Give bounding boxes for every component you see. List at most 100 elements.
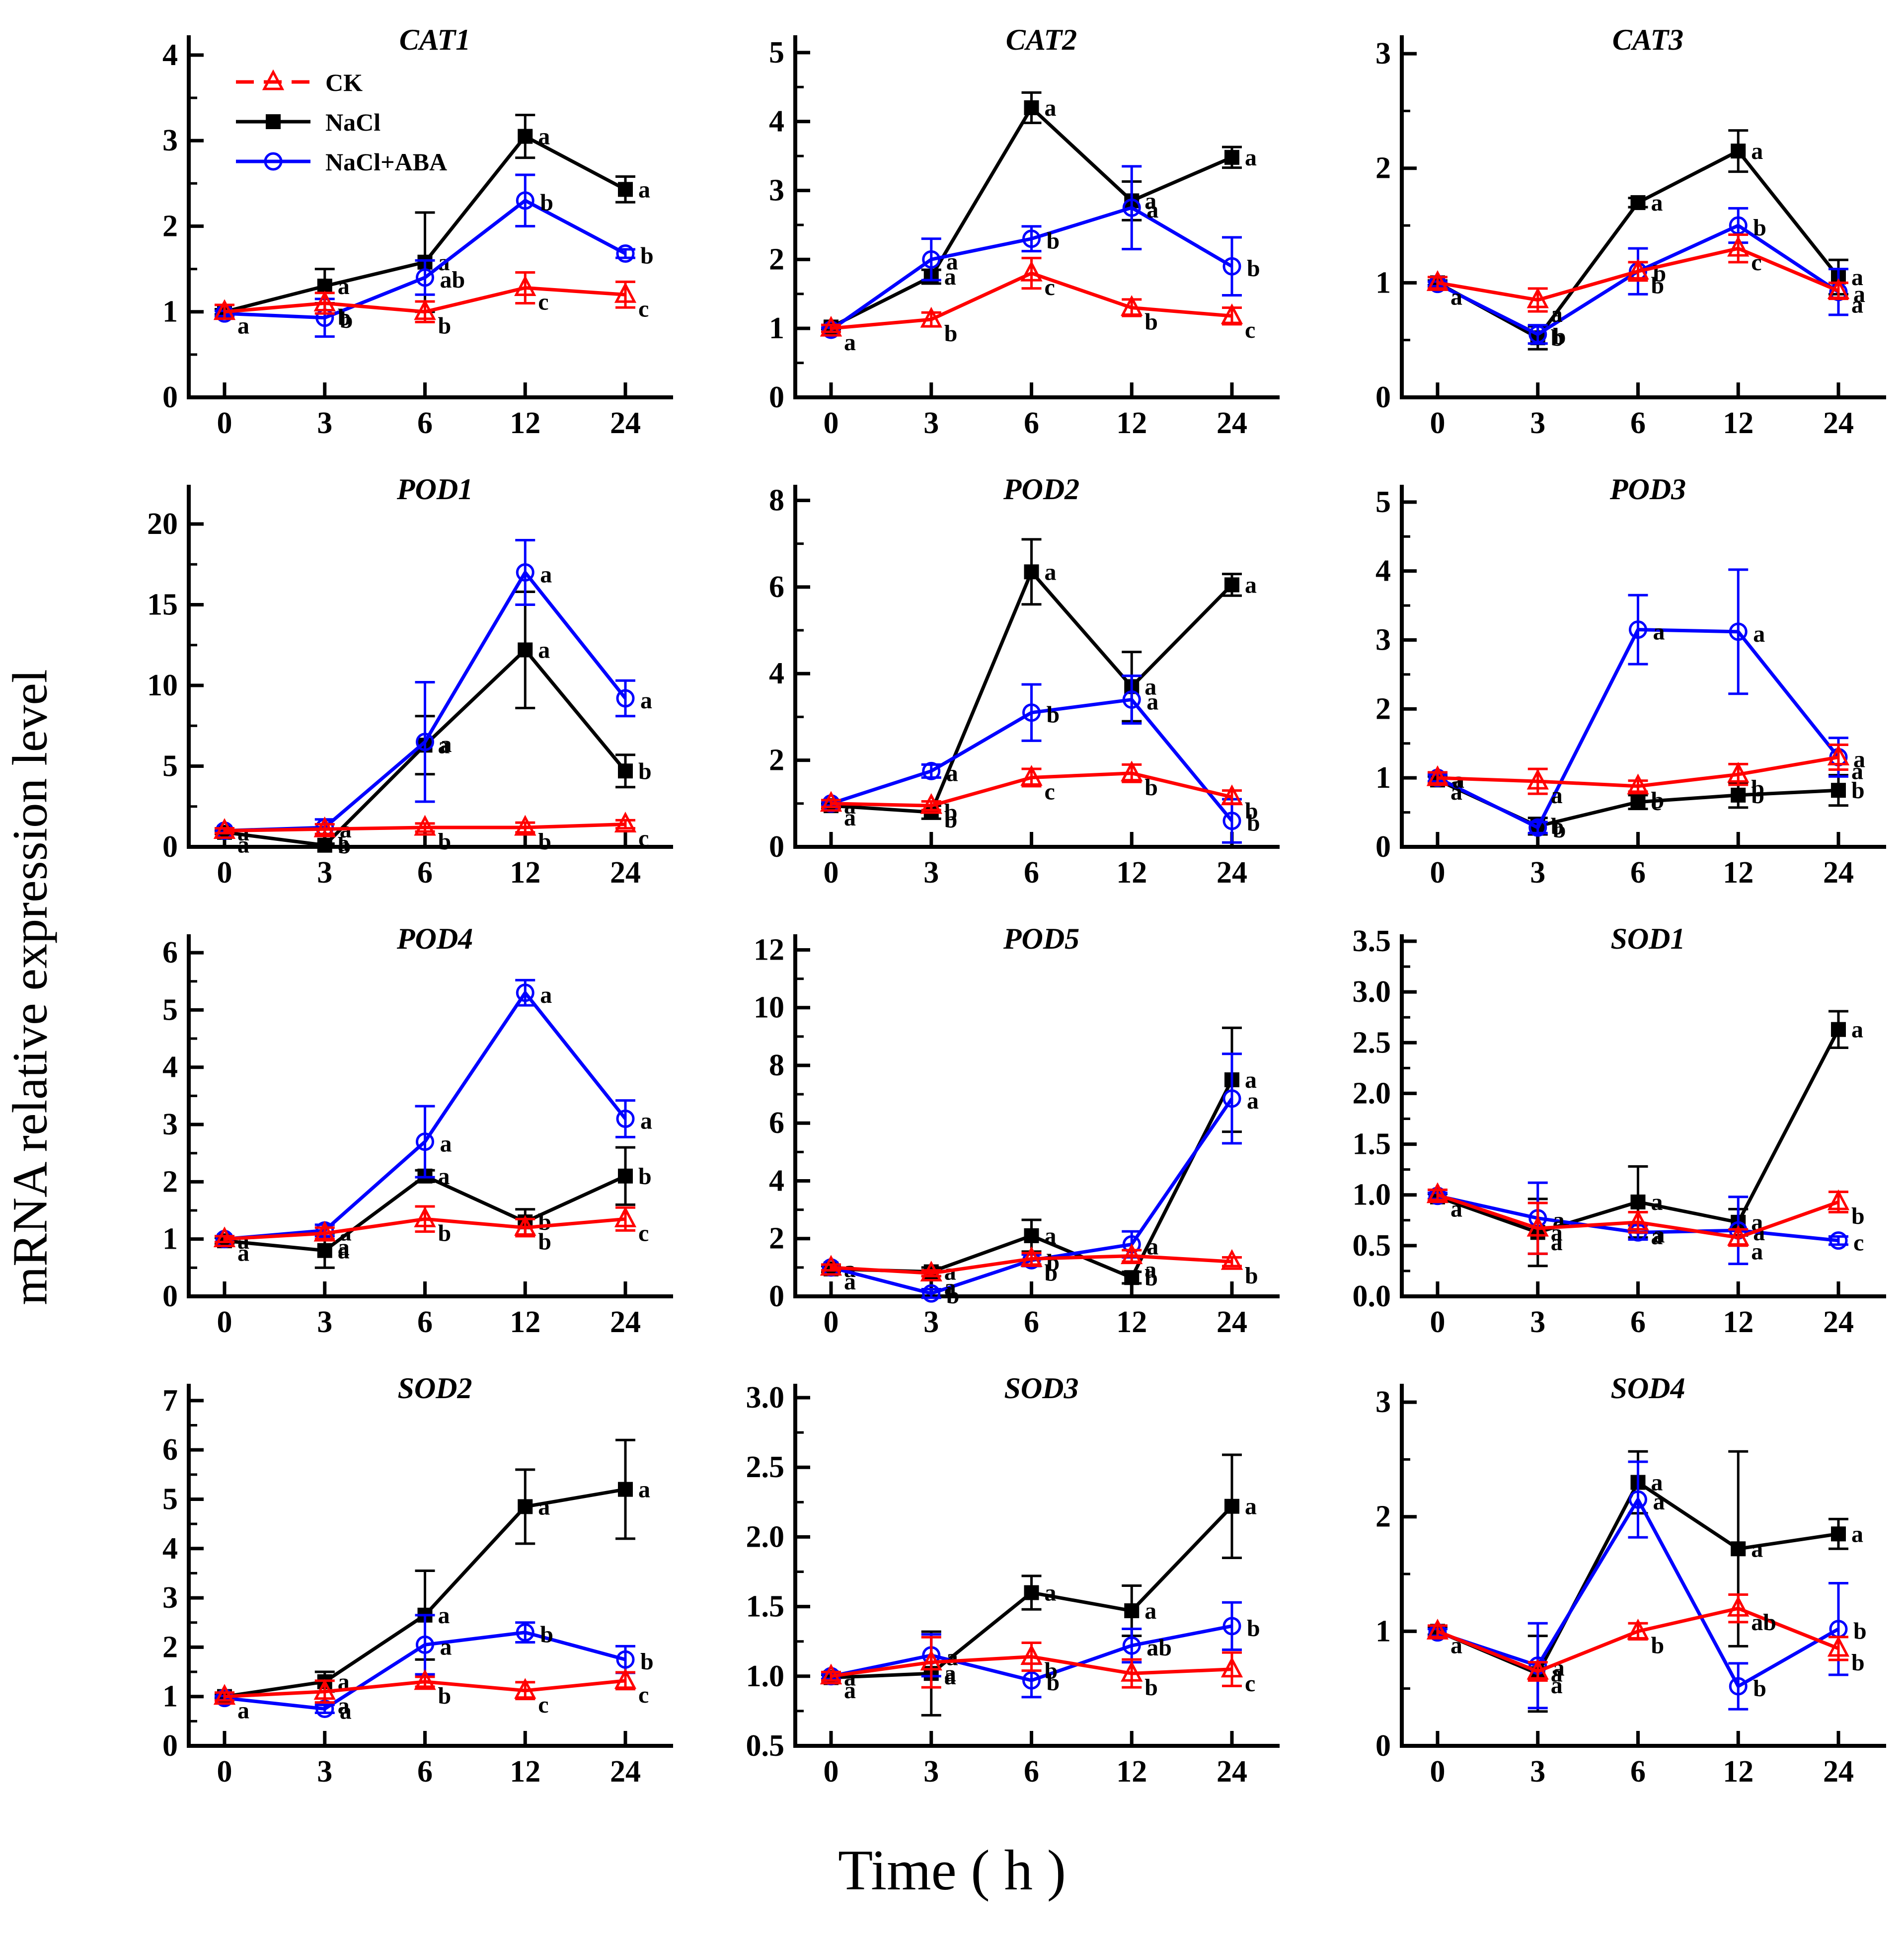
x-tick-label: 6 <box>1630 1305 1646 1339</box>
open-triangle-icon <box>1020 260 1043 282</box>
significance-letter: a <box>338 1234 350 1261</box>
y-tick-label: 2 <box>162 209 178 243</box>
series-CK: a b c b c <box>820 257 1255 356</box>
significance-letter: b <box>944 320 958 347</box>
y-tick-label: 10 <box>754 991 784 1025</box>
significance-letter: b <box>640 1648 654 1675</box>
y-tick-label: 1 <box>162 295 178 329</box>
open-triangle-icon <box>614 1668 637 1689</box>
significance-letter: a <box>1853 747 1865 773</box>
y-tick-label: 2 <box>162 1630 178 1664</box>
significance-letter: a <box>237 1698 249 1724</box>
series-NaCl: abc b b <box>1428 767 1865 839</box>
significance-letter: b <box>438 1683 452 1709</box>
open-triangle-icon <box>1627 258 1649 280</box>
x-tick-label: 12 <box>1723 1305 1753 1339</box>
open-circle-icon <box>1222 812 1241 830</box>
significance-letter: b <box>1751 782 1764 809</box>
open-triangle-icon <box>1526 768 1549 790</box>
significance-letter: c <box>538 1692 548 1718</box>
filled-square-icon <box>518 1499 533 1514</box>
significance-letter: a <box>1553 1655 1565 1681</box>
significance-letter: a <box>1551 301 1563 327</box>
open-triangle-icon <box>414 299 436 320</box>
open-circle-icon <box>1829 1231 1848 1250</box>
open-circle-icon <box>922 250 941 269</box>
significance-letter: a <box>1450 1196 1462 1222</box>
significance-letter: a <box>1851 264 1863 291</box>
open-triangle-icon <box>1020 1246 1043 1267</box>
x-tick-label: 0 <box>217 406 232 440</box>
legend-label: NaCl <box>325 108 381 136</box>
x-tick-label: 12 <box>1723 1755 1753 1789</box>
significance-letter: a <box>340 1219 352 1246</box>
y-tick-label: 2.0 <box>1353 1076 1391 1110</box>
y-tick-label: 0 <box>162 380 178 414</box>
open-triangle-icon <box>820 1255 842 1276</box>
y-tick-label: 15 <box>147 588 178 622</box>
significance-letter: a <box>1245 145 1257 171</box>
y-tick-label: 3.0 <box>746 1381 785 1415</box>
filled-square-icon <box>618 763 633 779</box>
significance-letter: c <box>1751 249 1761 276</box>
chart-title: SOD1 <box>1610 922 1685 955</box>
significance-letter: a <box>1247 1088 1259 1114</box>
significance-letter: b <box>1144 1674 1158 1701</box>
y-tick-label: 3 <box>769 173 784 207</box>
open-triangle-icon <box>313 1220 336 1242</box>
significance-letter: b <box>1651 787 1665 814</box>
x-tick-label: 12 <box>1116 1755 1147 1789</box>
open-circle-icon <box>516 563 534 582</box>
significance-letter: ab <box>440 267 465 293</box>
legend-label: NaCl+ABA <box>325 148 447 176</box>
y-tick-label: 0 <box>769 1279 784 1313</box>
filled-square-icon <box>1731 144 1746 159</box>
filled-square-icon <box>317 837 332 853</box>
significance-letter: a <box>338 1238 350 1264</box>
y-tick-label: 8 <box>769 483 784 517</box>
series-CK: a a b ba <box>1426 744 1863 814</box>
series-NaCl+ABA: a a b b <box>215 1614 654 1724</box>
significance-letter: b <box>1047 228 1060 254</box>
open-triangle-icon <box>1121 1660 1143 1682</box>
open-triangle-icon <box>1526 1215 1549 1237</box>
significance-letter: a <box>946 1645 958 1671</box>
significance-letter: b <box>1245 1263 1258 1289</box>
significance-letter: a <box>438 732 450 758</box>
panel-POD3: 0 1 2 3 4 5 0 3 6 12 24 POD3 a b c b b a b a a a a a b b a <box>1297 454 1904 904</box>
significance-letter: b <box>1247 810 1260 836</box>
open-triangle-icon <box>1627 1209 1649 1231</box>
y-tick-label: 1 <box>1375 761 1391 795</box>
y-tick-label: 2.0 <box>746 1520 785 1554</box>
significance-letter: b <box>1853 1618 1867 1645</box>
significance-letter: a <box>237 1240 249 1267</box>
filled-square-icon <box>1024 1228 1039 1243</box>
y-tick-label: 3.5 <box>1353 924 1391 958</box>
significance-letter: a <box>1144 1257 1156 1283</box>
significance-letter: a <box>1045 559 1057 585</box>
significance-letter: a <box>237 832 249 858</box>
filled-square-icon <box>1831 783 1846 798</box>
open-triangle-icon <box>1526 287 1549 308</box>
significance-letter: c <box>1245 317 1255 343</box>
open-circle-icon <box>516 191 534 210</box>
significance-letter: ab <box>1146 1635 1172 1661</box>
significance-letter: a <box>1450 284 1462 310</box>
x-tick-label: 6 <box>417 856 433 890</box>
panel-SOD3: 0.5 1.0 1.5 2.0 2.5 3.0 0 3 6 12 24 SOD3 a a a a a a b ab b a… <box>691 1353 1297 1803</box>
y-tick-label: 6 <box>769 1106 784 1140</box>
open-circle-icon <box>516 1623 534 1642</box>
significance-letter: a <box>944 264 956 290</box>
open-triangle-icon <box>514 1215 536 1236</box>
filled-square-icon <box>1831 1526 1846 1542</box>
significance-letter: a <box>340 1698 352 1724</box>
significance-letter: b <box>946 1282 960 1309</box>
chart-title: SOD4 <box>1610 1372 1685 1405</box>
significance-letter: b <box>338 832 351 859</box>
y-tick-label: 5 <box>162 1482 178 1516</box>
open-circle-icon <box>416 1132 434 1151</box>
